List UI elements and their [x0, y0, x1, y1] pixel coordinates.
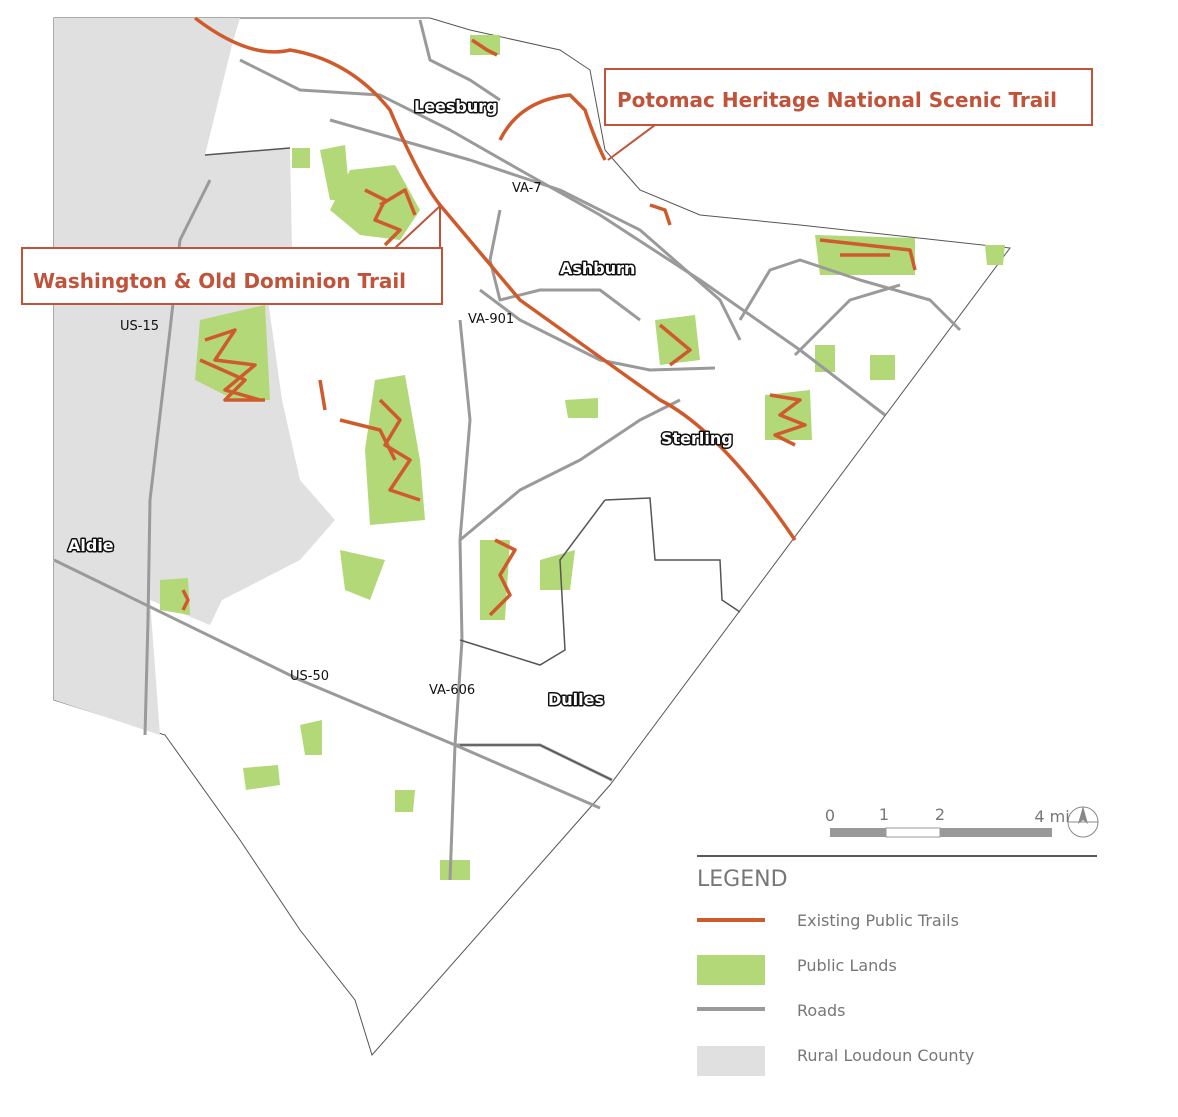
legend-item: Roads: [797, 1001, 845, 1020]
scale-label: 1: [879, 805, 889, 824]
rural-area: [54, 18, 335, 735]
callout-lines: [21, 68, 1093, 305]
road-label: VA-901: [468, 312, 514, 327]
place-label: Dulles: [548, 690, 604, 709]
road-label: VA-7: [512, 181, 542, 196]
road-label: VA-606: [429, 683, 475, 698]
legend-title: LEGEND: [697, 867, 788, 892]
scale-label: 2: [935, 805, 945, 824]
roads: [53, 19, 962, 881]
boundaries: [204, 147, 741, 781]
callout-label: Potomac Heritage National Scenic Trail: [617, 88, 1057, 112]
place-label: Sterling: [661, 429, 733, 448]
trails: [181, 16, 917, 617]
legend-item: Existing Public Trails: [797, 911, 959, 930]
callout-label: Washington & Old Dominion Trail: [33, 269, 406, 293]
scale-label: 0: [825, 806, 835, 825]
road-label: US-50: [290, 669, 329, 684]
legend-item: Public Lands: [797, 956, 897, 975]
legend-item: Rural Loudoun County: [797, 1046, 974, 1065]
road-label: US-15: [120, 319, 159, 334]
scale-bar: [830, 806, 1099, 838]
place-label: Ashburn: [560, 259, 635, 278]
legend-graphics: [697, 855, 1097, 1076]
place-label: Leesburg: [414, 97, 498, 116]
scale-label: 4 mi: [1034, 807, 1069, 826]
place-label: Aldie: [68, 536, 114, 555]
